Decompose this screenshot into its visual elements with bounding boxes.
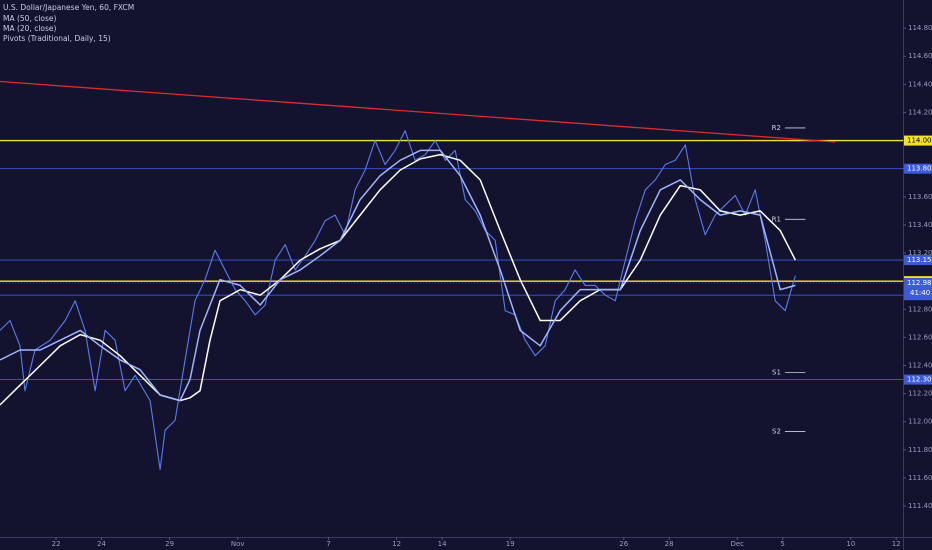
level-label-box	[904, 163, 932, 174]
x-tick-label: 19	[506, 540, 515, 548]
x-tick-label: 28	[665, 540, 674, 548]
x-tick-label: Nov	[231, 540, 245, 548]
y-tick-label: 114.800	[908, 24, 932, 32]
series-line	[0, 153, 797, 406]
x-tick-label: 12	[392, 540, 401, 548]
indicator-label: MA (50, close)	[3, 14, 57, 23]
x-tick-label: 5	[780, 540, 784, 548]
indicator-label: Pivots (Traditional, Daily, 15)	[3, 34, 111, 43]
x-tick-label: 7	[326, 540, 330, 548]
pivot-label: R2	[772, 124, 781, 132]
y-tick-label: 112.400	[908, 361, 932, 369]
series-line	[0, 149, 796, 402]
series-line	[0, 130, 796, 471]
pivot-label: S2	[772, 428, 781, 436]
y-tick-label: 111.800	[908, 446, 932, 454]
level-label: 113.150	[907, 256, 932, 264]
y-tick-label: 111.400	[908, 502, 932, 510]
x-tick-label: 14	[438, 540, 447, 548]
last-price-label: 112.987	[907, 279, 932, 287]
level-label: 114.000	[907, 137, 932, 145]
last-price-box	[904, 277, 932, 298]
y-tick-label: 111.600	[908, 474, 932, 482]
y-tick-label: 114.200	[908, 108, 932, 116]
x-tick-label: Dec	[730, 540, 744, 548]
y-tick-label: 112.600	[908, 333, 932, 341]
x-tick-label: 26	[619, 540, 628, 548]
y-tick-label: 113.200	[908, 249, 932, 257]
pivot-label: R1	[772, 215, 781, 223]
level-label-box	[904, 374, 932, 385]
x-tick-label: 10	[846, 540, 855, 548]
indicator-label: MA (20, close)	[3, 24, 57, 33]
y-tick-label: 113.600	[908, 193, 932, 201]
x-tick-label: 24	[97, 540, 106, 548]
level-label: 113.800	[907, 165, 932, 173]
y-tick-label: 112.800	[908, 305, 932, 313]
y-tick-label: 114.400	[908, 80, 932, 88]
y-tick-label: 112.000	[908, 418, 932, 426]
pivot-label: S1	[772, 369, 781, 377]
countdown-label: 41:40	[910, 289, 930, 297]
x-tick-label: 12	[892, 540, 901, 548]
y-tick-label: 114.600	[908, 52, 932, 60]
level-label-box	[904, 135, 932, 146]
x-tick-label: 22	[52, 540, 61, 548]
level-label: 112.300	[907, 376, 932, 384]
trendline	[0, 80, 836, 143]
y-tick-label: 112.200	[908, 390, 932, 398]
x-tick-label: 29	[165, 540, 174, 548]
level-label-box	[904, 255, 932, 266]
y-tick-label: 113.400	[908, 221, 932, 229]
chart-title: U.S. Dollar/Japanese Yen, 60, FXCM	[3, 3, 134, 12]
